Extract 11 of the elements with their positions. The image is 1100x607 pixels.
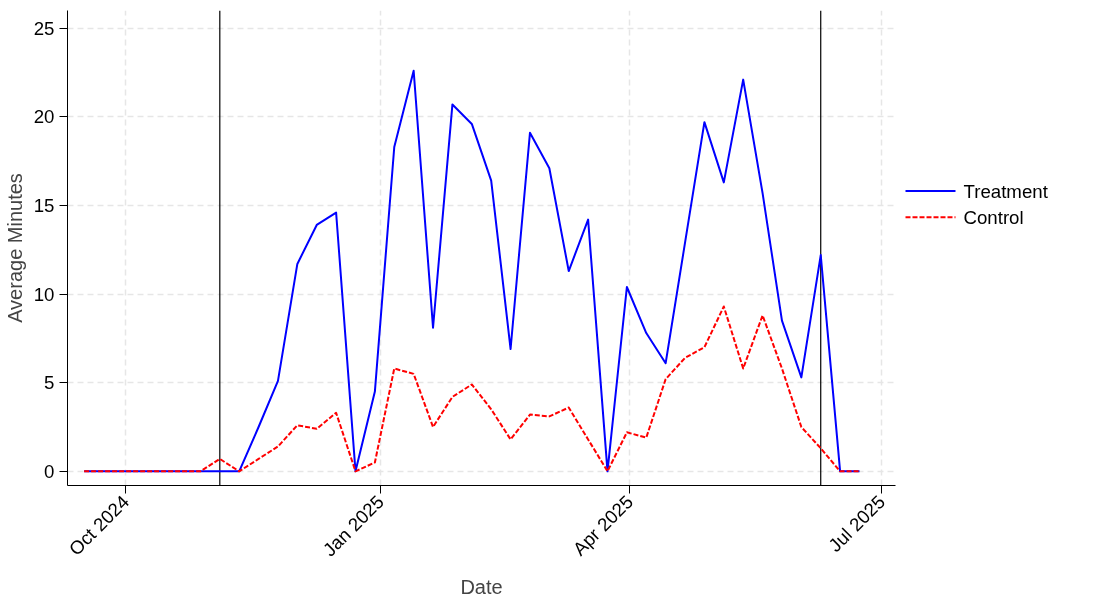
y-tick-label: 15 — [33, 194, 55, 216]
y-tick-label: 5 — [44, 372, 55, 394]
y-tick-label: 0 — [44, 460, 55, 482]
legend-label: Control — [963, 206, 1024, 228]
line-series — [83, 305, 861, 473]
y-tick-label: 25 — [33, 17, 55, 39]
y-tick-label: 10 — [33, 283, 55, 305]
y-tick-label: 20 — [33, 106, 55, 128]
y-axis-title: Average Minutes — [3, 173, 26, 323]
legend-label: Treatment — [963, 180, 1049, 202]
x-axis-title: Date — [460, 575, 503, 598]
